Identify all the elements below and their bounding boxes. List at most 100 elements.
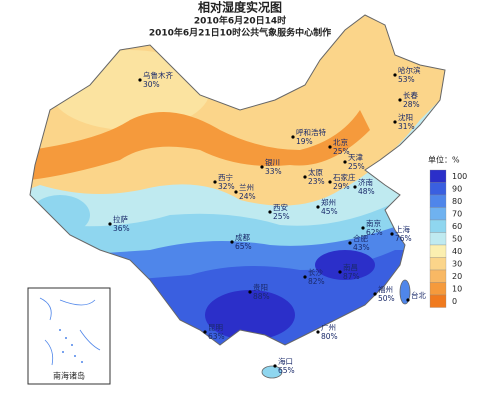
legend-label: 70 — [452, 209, 462, 218]
city-dot — [303, 175, 307, 179]
city-value: 65% — [235, 242, 252, 251]
city-dot — [343, 160, 347, 164]
city-dot — [338, 270, 342, 274]
city-name: 天津 — [348, 153, 363, 162]
city-name: 沈阳 — [398, 112, 413, 122]
city-value: 25% — [273, 212, 290, 221]
hainan — [261, 365, 283, 379]
city-name: 乌鲁木齐 — [143, 70, 173, 80]
legend-swatch — [429, 232, 447, 246]
city-value: 19% — [296, 137, 313, 146]
time: 2010年6月20日14时 — [194, 15, 286, 27]
city-dot — [213, 180, 217, 184]
city-dot — [234, 190, 238, 194]
city-name: 上海 — [395, 224, 410, 234]
city-value: 25% — [348, 162, 365, 171]
city-value: 88% — [253, 292, 270, 301]
city-dot — [203, 330, 207, 334]
inset-islands — [59, 329, 83, 363]
city-name: 广州 — [321, 322, 336, 332]
city-value: 63% — [208, 332, 225, 341]
legend-swatch — [429, 219, 447, 233]
city-name: 南昌 — [343, 262, 358, 272]
city-name: 太原 — [308, 167, 323, 177]
legend-label: 0 — [452, 297, 457, 306]
city-value: 30% — [143, 80, 160, 89]
legend-swatch — [429, 269, 447, 283]
city-dot — [260, 165, 264, 169]
city-value: 87% — [343, 272, 360, 281]
city-dot — [138, 78, 142, 82]
city-dot — [303, 275, 307, 279]
city-name: 长沙 — [308, 267, 323, 277]
city-name: 福州 — [378, 285, 393, 294]
city-name: 西安 — [273, 202, 288, 212]
city-value: 24% — [239, 192, 256, 201]
border — [29, 14, 446, 346]
city-value: 32% — [218, 182, 235, 191]
city-name: 海口 — [278, 356, 293, 366]
legend-swatch — [429, 182, 447, 196]
city-dot — [316, 205, 320, 209]
city-name: 郑州 — [321, 197, 336, 207]
city-dot — [406, 298, 410, 302]
city-value: 53% — [398, 75, 415, 84]
city-name: 长春 — [403, 90, 418, 100]
city-value: 43% — [353, 243, 370, 252]
city-name: 合肥 — [353, 233, 368, 243]
legend-label: 80 — [452, 197, 462, 206]
legend-swatch — [429, 257, 447, 271]
city-name: 北京 — [333, 137, 348, 147]
city-name: 昆明 — [208, 323, 223, 332]
city-dot — [316, 330, 320, 334]
city-name: 银川 — [265, 158, 280, 167]
city-value: 28% — [403, 100, 420, 109]
city-value: 33% — [265, 167, 282, 176]
city-dot — [390, 232, 394, 236]
legend-swatch — [429, 207, 447, 221]
city-dot — [353, 185, 357, 189]
city-dot — [348, 241, 352, 245]
legend-label: 90 — [452, 184, 462, 193]
legend-swatch — [429, 244, 447, 258]
city-name: 南京 — [366, 218, 381, 228]
city-dot — [398, 98, 402, 102]
legend-label: 60 — [452, 222, 462, 231]
legend-swatch — [429, 169, 447, 183]
legend-swatch — [429, 294, 447, 308]
city-name: 成都 — [235, 232, 250, 242]
city-value: 29% — [333, 182, 350, 191]
city-name: 济南 — [358, 177, 373, 187]
legend-label: 30 — [452, 259, 462, 268]
legend-label: 100 — [452, 172, 467, 181]
taiwan — [399, 279, 411, 305]
city-dot — [328, 145, 332, 149]
city-dot — [248, 290, 252, 294]
city-name: 兰州 — [239, 182, 254, 192]
city-value: 50% — [378, 294, 395, 303]
city-dot — [108, 222, 112, 226]
city-value: 82% — [308, 277, 325, 286]
legend-label: 10 — [452, 284, 462, 293]
city-dot — [361, 226, 365, 230]
legend-label: 20 — [452, 272, 462, 281]
legend-label: 50 — [452, 234, 462, 243]
city-dot — [328, 180, 332, 184]
legend-unit: 单位：% — [428, 155, 460, 165]
city-dot — [273, 364, 277, 368]
legend-label: 40 — [452, 247, 462, 256]
city-dot — [291, 135, 295, 139]
city-dot — [230, 240, 234, 244]
city-dot — [268, 210, 272, 214]
city-value: 36% — [113, 224, 130, 233]
legend-swatch — [429, 194, 447, 208]
city-name: 西宁 — [218, 172, 233, 182]
city-dot — [393, 73, 397, 77]
inset-label: 南海诸岛 — [53, 371, 85, 381]
city-name: 呼和浩特 — [296, 127, 326, 137]
city-value: 23% — [308, 177, 325, 186]
city-value: 48% — [358, 187, 375, 196]
city-dot — [373, 292, 377, 296]
city-value: 65% — [278, 366, 295, 375]
